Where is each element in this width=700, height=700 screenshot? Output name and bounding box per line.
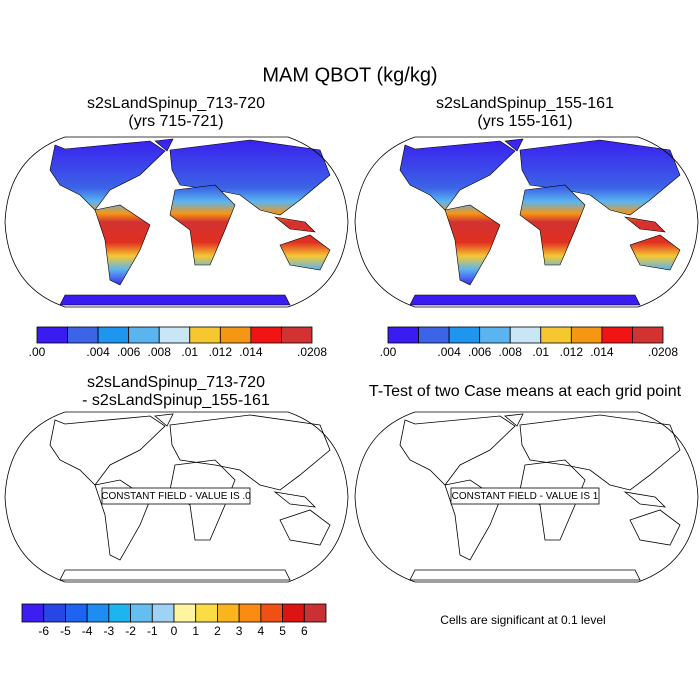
colorbar-label: -1 <box>147 624 158 638</box>
colorbar-box <box>282 603 305 623</box>
panel-title: s2sLandSpinup_713-720 <box>87 95 265 112</box>
colorbar-label: .014 <box>239 345 263 359</box>
colorbar-box <box>67 326 99 344</box>
colorbar-label: -3 <box>104 624 115 638</box>
colorbar-label: 2 <box>214 624 221 638</box>
significance-note: Cells are significant at 0.1 level <box>440 613 605 627</box>
panel-title: s2sLandSpinup_155-161 <box>436 95 614 112</box>
colorbar-box <box>260 603 283 623</box>
colorbar-label: 4 <box>258 624 265 638</box>
figure-title: MAM QBOT (kg/kg) <box>262 64 437 86</box>
colorbar-box <box>195 603 218 623</box>
colorbar-label: -4 <box>82 624 93 638</box>
colorbar-label: .0208 <box>648 345 678 359</box>
colorbar-label: 5 <box>279 624 286 638</box>
annotation: CONSTANT FIELD - VALUE IS 1 <box>452 491 599 502</box>
colorbar-box <box>540 326 572 344</box>
colorbar-label: 1 <box>192 624 199 638</box>
colorbar-box <box>281 326 313 344</box>
colorbar-box <box>158 326 191 344</box>
colorbar-label: .008 <box>148 345 172 359</box>
colorbar-label: -5 <box>60 624 71 638</box>
colorbar-box <box>509 326 542 344</box>
annotation-box <box>101 487 251 505</box>
colorbar-label: .00 <box>29 345 46 359</box>
colorbar-box <box>250 326 282 344</box>
colorbar-label: .01 <box>181 345 198 359</box>
colorbar-box <box>238 603 262 623</box>
colorbar-box <box>387 326 419 344</box>
colorbar-box <box>36 326 68 344</box>
colorbar-label: -2 <box>125 624 136 638</box>
colorbar-box <box>303 603 327 623</box>
map <box>354 136 699 308</box>
colorbar-label: 3 <box>236 624 243 638</box>
colorbar-box <box>21 603 45 623</box>
colorbar-box <box>130 603 153 623</box>
panel-title: - s2sLandSpinup_155-161 <box>82 392 270 409</box>
colorbar-box <box>632 326 664 344</box>
colorbar-box <box>65 603 88 623</box>
colorbar-box <box>173 603 197 623</box>
colorbar-box <box>570 326 603 344</box>
colorbar-box <box>128 326 160 344</box>
colorbar-label: -6 <box>38 624 49 638</box>
colorbar-label: .006 <box>468 345 492 359</box>
panel-title: (yrs 715-721) <box>128 113 223 130</box>
colorbar-label: .004 <box>86 345 110 359</box>
colorbar-label: .00 <box>380 345 397 359</box>
colorbar-box <box>448 326 481 344</box>
colorbar-box <box>418 326 450 344</box>
annotation-box <box>450 487 600 505</box>
colorbar-box <box>86 603 110 623</box>
panel-title: s2sLandSpinup_713-720 <box>87 374 265 391</box>
colorbar-box <box>219 326 252 344</box>
panel-title: T-Test of two Case means at each grid po… <box>369 383 682 400</box>
colorbar-box <box>217 603 240 623</box>
map <box>4 136 349 308</box>
colorbar-label: .01 <box>532 345 549 359</box>
colorbar-box <box>151 603 175 623</box>
colorbar-label: .004 <box>437 345 461 359</box>
colorbar-label: .012 <box>209 345 233 359</box>
panel-title: (yrs 155-161) <box>477 113 572 130</box>
colorbar-box <box>189 326 221 344</box>
colorbar-box <box>43 603 66 623</box>
colorbar-box <box>601 326 633 344</box>
colorbar-label: .006 <box>117 345 141 359</box>
colorbar-label: 6 <box>301 624 308 638</box>
colorbar-label: .012 <box>560 345 584 359</box>
colorbar-label: 0 <box>171 624 178 638</box>
colorbar-label: .0208 <box>297 345 327 359</box>
colorbar-box <box>97 326 130 344</box>
colorbar-label: .008 <box>499 345 523 359</box>
colorbar-label: .014 <box>590 345 614 359</box>
annotation: CONSTANT FIELD - VALUE IS .0 <box>101 491 251 502</box>
colorbar-box <box>479 326 511 344</box>
colorbar-box <box>108 603 131 623</box>
